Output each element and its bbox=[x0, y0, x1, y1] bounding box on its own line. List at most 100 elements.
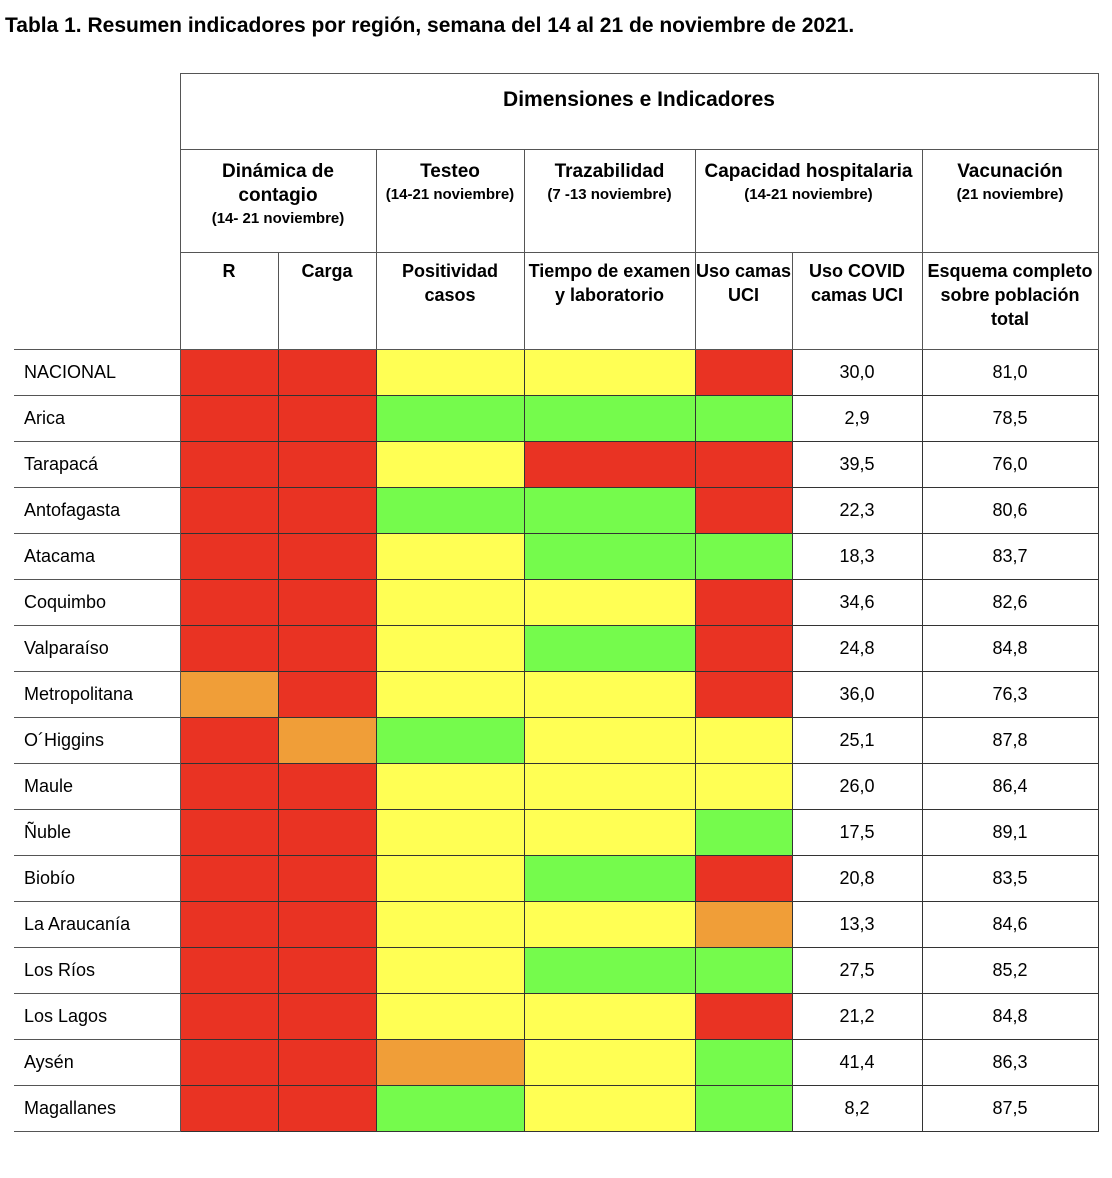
indicator-header-carga: Carga bbox=[277, 252, 377, 350]
status-cell-r bbox=[179, 625, 279, 672]
value-uso-covid-uci: 41,4 bbox=[791, 1039, 923, 1086]
status-cell-r bbox=[179, 763, 279, 810]
header-row-groups: Dinámica de contagio (14- 21 noviembre) … bbox=[14, 149, 1099, 253]
region-name: Magallanes bbox=[14, 1085, 181, 1132]
status-cell-r bbox=[179, 487, 279, 534]
status-cell-uso-uci bbox=[694, 717, 793, 764]
status-cell-r bbox=[179, 1039, 279, 1086]
status-cell-carga bbox=[277, 1085, 377, 1132]
status-cell-positividad bbox=[375, 487, 525, 534]
status-cell-uso-uci bbox=[694, 349, 793, 396]
group-subtitle: (14-21 noviembre) bbox=[744, 186, 873, 203]
table-row: Coquimbo 34,6 82,6 bbox=[14, 579, 1099, 626]
indicator-header-positividad: Positividad casos bbox=[375, 252, 525, 350]
region-name: Biobío bbox=[14, 855, 181, 902]
status-cell-positividad bbox=[375, 533, 525, 580]
status-cell-positividad bbox=[375, 349, 525, 396]
status-cell-positividad bbox=[375, 763, 525, 810]
status-cell-uso-uci bbox=[694, 579, 793, 626]
status-cell-carga bbox=[277, 809, 377, 856]
header-empty-corner bbox=[14, 253, 180, 350]
status-cell-tiempo bbox=[523, 717, 696, 764]
region-name: Ñuble bbox=[14, 809, 181, 856]
status-cell-carga bbox=[277, 349, 377, 396]
status-cell-carga bbox=[277, 763, 377, 810]
value-uso-covid-uci: 36,0 bbox=[791, 671, 923, 718]
table-title: Tabla 1. Resumen indicadores por región,… bbox=[5, 14, 855, 37]
status-cell-carga bbox=[277, 395, 377, 442]
status-cell-uso-uci bbox=[694, 993, 793, 1040]
status-cell-uso-uci bbox=[694, 947, 793, 994]
indicator-header-tiempo: Tiempo de examen y laboratorio bbox=[523, 252, 696, 350]
status-cell-tiempo bbox=[523, 993, 696, 1040]
status-cell-r bbox=[179, 947, 279, 994]
table-row: NACIONAL 30,0 81,0 bbox=[14, 349, 1099, 396]
value-uso-covid-uci: 22,3 bbox=[791, 487, 923, 534]
status-cell-r bbox=[179, 579, 279, 626]
group-header-testeo: Testeo (14-21 noviembre) bbox=[375, 149, 525, 253]
region-name: Los Ríos bbox=[14, 947, 181, 994]
status-cell-positividad bbox=[375, 717, 525, 764]
region-name: Tarapacá bbox=[14, 441, 181, 488]
status-cell-positividad bbox=[375, 671, 525, 718]
table-row: Atacama 18,3 83,7 bbox=[14, 533, 1099, 580]
value-uso-covid-uci: 8,2 bbox=[791, 1085, 923, 1132]
status-cell-r bbox=[179, 441, 279, 488]
group-title: Trazabilidad bbox=[554, 161, 665, 182]
indicator-header-uso-covid-uci: Uso COVID camas UCI bbox=[791, 252, 923, 350]
status-cell-carga bbox=[277, 947, 377, 994]
status-cell-r bbox=[179, 395, 279, 442]
table-row: Los Ríos 27,5 85,2 bbox=[14, 947, 1099, 994]
value-uso-covid-uci: 2,9 bbox=[791, 395, 923, 442]
region-name: NACIONAL bbox=[14, 349, 181, 396]
status-cell-r bbox=[179, 1085, 279, 1132]
table-row: Maule 26,0 86,4 bbox=[14, 763, 1099, 810]
status-cell-positividad bbox=[375, 441, 525, 488]
status-cell-uso-uci bbox=[694, 1039, 793, 1086]
status-cell-tiempo bbox=[523, 1085, 696, 1132]
group-title: Capacidad hospitalaria bbox=[704, 161, 913, 182]
group-title: Testeo bbox=[420, 161, 480, 182]
status-cell-carga bbox=[277, 671, 377, 718]
region-name: Atacama bbox=[14, 533, 181, 580]
value-uso-covid-uci: 27,5 bbox=[791, 947, 923, 994]
status-cell-uso-uci bbox=[694, 809, 793, 856]
status-cell-uso-uci bbox=[694, 901, 793, 948]
status-cell-positividad bbox=[375, 1085, 525, 1132]
status-cell-r bbox=[179, 349, 279, 396]
status-cell-positividad bbox=[375, 1039, 525, 1086]
indicator-header-vacunacion: Esquema completo sobre población total bbox=[921, 252, 1099, 350]
header-row-dimensions: Dimensiones e Indicadores bbox=[14, 73, 1099, 150]
value-vacunacion: 76,3 bbox=[921, 671, 1099, 718]
status-cell-tiempo bbox=[523, 947, 696, 994]
status-cell-carga bbox=[277, 901, 377, 948]
header-row-indicators: R Carga Positividad casos Tiempo de exam… bbox=[14, 252, 1099, 350]
indicators-table: Dimensiones e Indicadores Dinámica de co… bbox=[14, 73, 1099, 1132]
value-uso-covid-uci: 30,0 bbox=[791, 349, 923, 396]
group-header-capacidad: Capacidad hospitalaria (14-21 noviembre) bbox=[694, 149, 923, 253]
status-cell-uso-uci bbox=[694, 763, 793, 810]
status-cell-positividad bbox=[375, 625, 525, 672]
table-row: Aysén 41,4 86,3 bbox=[14, 1039, 1099, 1086]
value-vacunacion: 84,8 bbox=[921, 625, 1099, 672]
status-cell-tiempo bbox=[523, 533, 696, 580]
value-vacunacion: 81,0 bbox=[921, 349, 1099, 396]
status-cell-tiempo bbox=[523, 579, 696, 626]
status-cell-tiempo bbox=[523, 625, 696, 672]
region-name: Antofagasta bbox=[14, 487, 181, 534]
region-name: Maule bbox=[14, 763, 181, 810]
value-uso-covid-uci: 39,5 bbox=[791, 441, 923, 488]
table-row: Magallanes 8,2 87,5 bbox=[14, 1085, 1099, 1132]
status-cell-r bbox=[179, 533, 279, 580]
status-cell-carga bbox=[277, 1039, 377, 1086]
value-uso-covid-uci: 34,6 bbox=[791, 579, 923, 626]
status-cell-tiempo bbox=[523, 395, 696, 442]
value-vacunacion: 78,5 bbox=[921, 395, 1099, 442]
status-cell-uso-uci bbox=[694, 855, 793, 902]
group-header-trazabilidad: Trazabilidad (7 -13 noviembre) bbox=[523, 149, 696, 253]
group-subtitle: (14-21 noviembre) bbox=[385, 186, 515, 203]
group-title: Dinámica de contagio bbox=[222, 161, 334, 206]
status-cell-tiempo bbox=[523, 901, 696, 948]
status-cell-uso-uci bbox=[694, 671, 793, 718]
value-uso-covid-uci: 25,1 bbox=[791, 717, 923, 764]
